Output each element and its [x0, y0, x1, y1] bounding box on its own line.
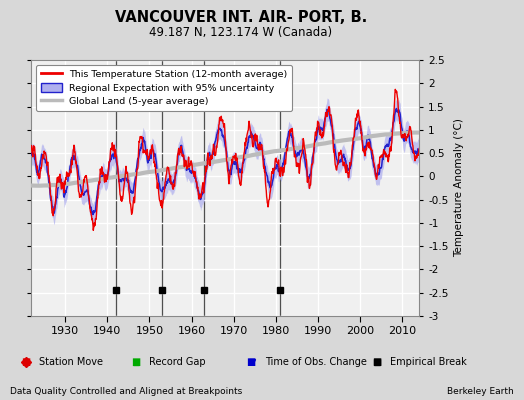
Text: Data Quality Controlled and Aligned at Breakpoints: Data Quality Controlled and Aligned at B… [10, 387, 243, 396]
Text: ■: ■ [372, 357, 381, 367]
Text: Empirical Break: Empirical Break [390, 357, 467, 367]
Text: ■: ■ [21, 357, 30, 367]
Text: Station Move: Station Move [39, 357, 103, 367]
Text: ■: ■ [131, 357, 140, 367]
Text: VANCOUVER INT. AIR- PORT, B.: VANCOUVER INT. AIR- PORT, B. [115, 10, 367, 25]
Text: Berkeley Earth: Berkeley Earth [447, 387, 514, 396]
Text: Time of Obs. Change: Time of Obs. Change [265, 357, 366, 367]
Text: ■: ■ [246, 357, 256, 367]
Legend: This Temperature Station (12-month average), Regional Expectation with 95% uncer: This Temperature Station (12-month avera… [36, 65, 292, 111]
Text: 49.187 N, 123.174 W (Canada): 49.187 N, 123.174 W (Canada) [149, 26, 333, 39]
Text: Record Gap: Record Gap [149, 357, 206, 367]
Y-axis label: Temperature Anomaly (°C): Temperature Anomaly (°C) [454, 118, 464, 258]
